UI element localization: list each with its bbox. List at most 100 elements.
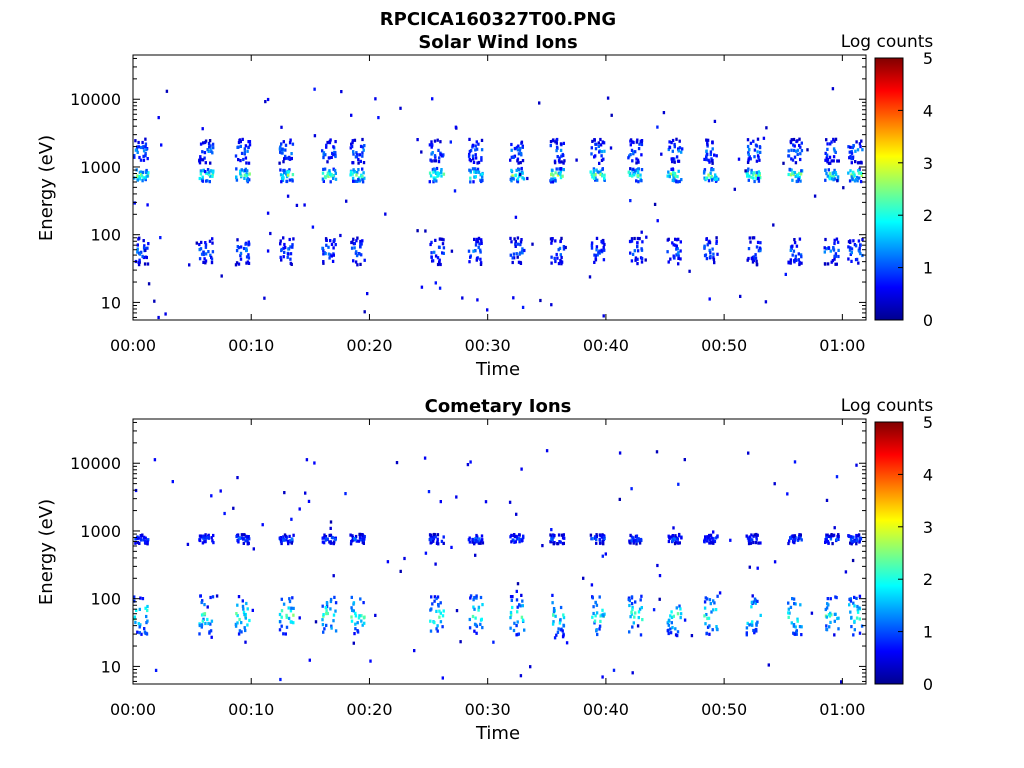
heatmap-cell — [350, 240, 353, 245]
heatmap-cell — [552, 620, 555, 624]
heatmap-cell — [564, 245, 567, 250]
heatmap-cell — [146, 541, 149, 545]
heatmap-cell — [640, 140, 643, 144]
heatmap-cell — [245, 255, 249, 259]
heatmap-cell — [207, 621, 210, 626]
heatmap-cell — [711, 178, 714, 182]
heatmap-cell — [326, 140, 329, 145]
heatmap-cell — [200, 623, 204, 627]
heatmap-cell — [557, 171, 560, 175]
heatmap-cell — [852, 239, 855, 243]
heatmap-cell — [512, 628, 516, 633]
heatmap-cell — [399, 569, 402, 573]
heatmap-cell — [675, 253, 678, 257]
heatmap-cell — [428, 533, 432, 537]
heatmap-cell — [856, 608, 859, 612]
heatmap-cell — [551, 622, 555, 626]
heatmap-cell — [782, 161, 785, 165]
heatmap-cell — [601, 140, 604, 144]
heatmap-cell — [510, 142, 513, 147]
heatmap-cell — [234, 622, 238, 626]
colorbar-tick-label: 5 — [923, 413, 933, 432]
heatmap-cell — [842, 186, 845, 190]
heatmap-cell — [521, 618, 525, 622]
heatmap-cell — [828, 625, 831, 629]
heatmap-cell — [677, 149, 680, 153]
heatmap-cell — [430, 145, 433, 149]
heatmap-cell — [478, 537, 481, 541]
heatmap-cell — [423, 456, 427, 460]
heatmap-cell — [756, 240, 760, 244]
heatmap-cell — [439, 620, 443, 624]
heatmap-cell — [673, 145, 676, 149]
heatmap-cell — [748, 541, 751, 545]
heatmap-cell — [638, 237, 641, 241]
heatmap-cell — [618, 451, 622, 455]
heatmap-cell — [321, 246, 324, 250]
heatmap-cell — [602, 238, 605, 243]
heatmap-cell — [640, 153, 643, 157]
heatmap-cell — [678, 541, 681, 545]
heatmap-cell — [602, 258, 606, 262]
heatmap-cell — [825, 624, 828, 628]
heatmap-cell — [823, 250, 826, 254]
heatmap-cell — [353, 241, 356, 246]
heatmap-cell — [715, 177, 719, 181]
heatmap-cell — [286, 194, 290, 198]
heatmap-cell — [593, 619, 597, 623]
heatmap-cell — [211, 151, 214, 155]
heatmap-cell — [206, 605, 209, 609]
heatmap-cell — [852, 633, 855, 637]
heatmap-cell — [601, 540, 604, 544]
heatmap-cell — [832, 155, 836, 159]
heatmap-cell — [204, 245, 208, 249]
heatmap-cell — [353, 632, 356, 636]
heatmap-cell — [142, 158, 146, 162]
heatmap-cell — [246, 623, 249, 627]
heatmap-cell — [251, 608, 254, 612]
x-ticks: 00:00 00:10 00:20 00:30 00:40 00:50 01:00 — [110, 419, 865, 719]
heatmap-cell — [794, 536, 797, 540]
heatmap-cell — [635, 140, 639, 144]
heatmap-cell — [521, 251, 524, 255]
heatmap-cell — [327, 156, 331, 160]
heatmap-cell — [630, 259, 634, 263]
heatmap-cell — [430, 607, 433, 611]
heatmap-cell — [245, 178, 249, 182]
heatmap-cell — [518, 533, 521, 537]
heatmap-cell — [480, 173, 484, 177]
heatmap-cell — [677, 251, 680, 255]
heatmap-cell — [474, 616, 477, 620]
heatmap-cell — [850, 157, 853, 161]
heatmap-cell — [243, 613, 246, 617]
heatmap-cell — [756, 566, 759, 570]
heatmap-cell — [361, 239, 364, 243]
heatmap-cell — [199, 247, 203, 251]
heatmap-cell — [473, 538, 477, 543]
heatmap-cell — [432, 180, 435, 184]
heatmap-cell — [758, 158, 761, 162]
heatmap-cell — [322, 167, 325, 171]
heatmap-cell — [590, 246, 594, 250]
heatmap-cell — [709, 150, 713, 154]
heatmap-cell — [675, 606, 678, 610]
heatmap-cell — [634, 611, 637, 615]
heatmap-cell — [248, 172, 251, 176]
heatmap-cell — [799, 603, 802, 607]
heatmap-cell — [480, 156, 483, 160]
heatmap-cell — [658, 597, 661, 601]
heatmap-cell — [711, 161, 714, 165]
heatmap-cell — [714, 536, 718, 540]
heatmap-cell — [374, 97, 377, 101]
heatmap-cell — [672, 614, 675, 618]
heatmap-cell — [442, 535, 445, 539]
heatmap-cell — [551, 593, 554, 597]
heatmap-cell — [433, 250, 436, 254]
heatmap-cell — [636, 236, 640, 241]
heatmap-cell — [582, 576, 585, 580]
heatmap-cell — [204, 261, 207, 265]
heatmap-cell — [245, 534, 248, 538]
heatmap-cell — [787, 601, 790, 605]
heatmap-cell — [789, 141, 793, 145]
heatmap-cell — [597, 141, 600, 145]
